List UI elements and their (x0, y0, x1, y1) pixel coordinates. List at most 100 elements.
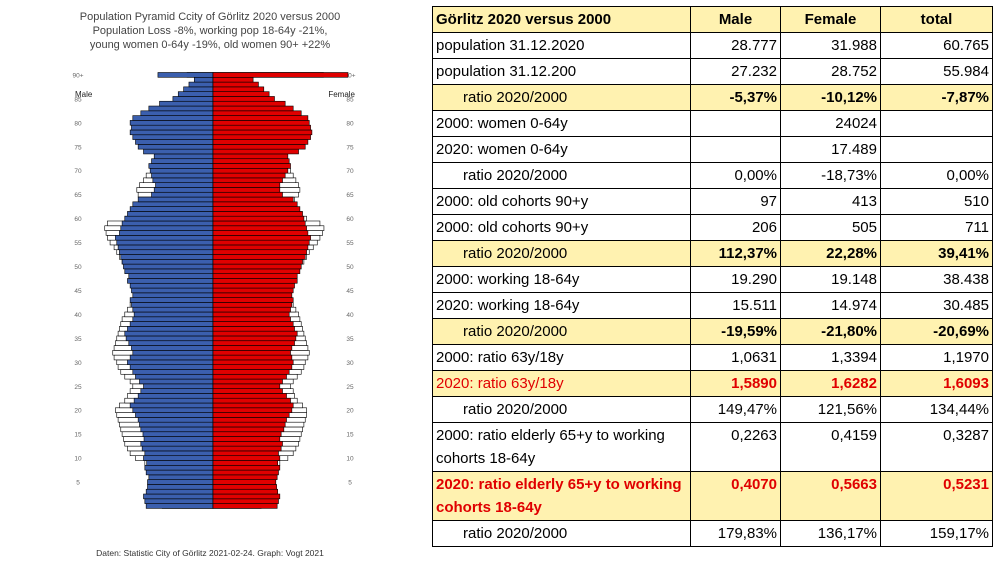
bar (212, 196, 294, 203)
number-cell: 206 (690, 214, 781, 241)
age-label: 35 (346, 336, 354, 343)
bar (212, 373, 287, 380)
bar (212, 393, 287, 399)
bar (212, 134, 311, 140)
bar (212, 369, 290, 375)
bar (212, 235, 311, 241)
number-cell: -7,87% (880, 84, 993, 111)
bar (212, 287, 294, 294)
bar (212, 397, 291, 404)
number-cell: 159,17% (880, 520, 993, 547)
number-cell: 0,4159 (780, 422, 881, 472)
bar (143, 383, 214, 389)
bar (212, 177, 283, 183)
table-row: 2000: ratio 63y/18y 1,0631 1,3394 1,1970 (432, 344, 993, 371)
bar (124, 215, 214, 222)
age-label: 80 (346, 120, 354, 127)
table-row: 2020: ratio 63y/18y 1,5890 1,6282 1,6093 (432, 370, 993, 397)
bar (139, 421, 214, 428)
bar (145, 488, 214, 495)
bar (212, 187, 281, 193)
age-label: 85 (74, 96, 82, 103)
bar (140, 388, 214, 394)
bar (212, 86, 265, 92)
bar (159, 100, 214, 107)
age-label: 10 (346, 456, 354, 463)
bar (127, 359, 214, 365)
header-cell: Female (780, 6, 881, 33)
table-row: ratio 2020/2000 149,47% 121,56% 134,44% (432, 396, 993, 423)
label-cell: ratio 2020/2000 (432, 520, 691, 547)
bar (212, 498, 279, 504)
number-cell: -10,12% (780, 84, 881, 111)
bar (127, 211, 214, 217)
table-row: population 31.12.200 27.232 28.752 55.984 (432, 58, 993, 85)
bar (212, 144, 306, 150)
table-row: ratio 2020/2000 -19,59% -21,80% -20,69% (432, 318, 993, 345)
bar (129, 402, 214, 409)
age-label: 25 (346, 384, 354, 391)
bar (183, 86, 214, 92)
table-row: 2000: ratio elderly 65+y to working coho… (432, 422, 993, 472)
number-cell: 28.752 (780, 58, 881, 85)
bar (212, 421, 286, 428)
bar (212, 407, 293, 413)
bar (132, 115, 214, 121)
bar (212, 359, 294, 365)
bar (133, 397, 214, 404)
bar (193, 76, 214, 83)
bar (135, 139, 214, 145)
bar (132, 350, 214, 356)
age-label: 10 (74, 456, 82, 463)
number-cell: 0,4070 (690, 471, 781, 521)
bar (144, 450, 214, 457)
label-cell: 2000: working 18-64y (432, 266, 691, 293)
bar (129, 129, 214, 136)
number-cell: 28.777 (690, 32, 781, 59)
chart-title: young women 0-64y -19%, old women 90+ +2… (90, 39, 331, 51)
number-cell: 97 (690, 188, 781, 215)
label-cell: ratio 2020/2000 (432, 84, 691, 111)
label-cell: ratio 2020/2000 (432, 396, 691, 423)
bar (212, 484, 277, 490)
number-cell: -5,37% (690, 84, 781, 111)
bar (132, 316, 214, 322)
number-cell: 413 (780, 188, 881, 215)
number-cell: -19,59% (690, 318, 781, 345)
bar (212, 96, 275, 102)
number-cell: 1,1970 (880, 344, 993, 371)
number-cell: 112,37% (690, 240, 781, 267)
bar (133, 311, 214, 318)
number-cell: 19.290 (690, 266, 781, 293)
chart-title: Population Pyramid Ccity of Görlitz 2020… (80, 11, 340, 23)
number-cell (690, 136, 781, 163)
bar (129, 282, 214, 289)
bar (148, 163, 214, 169)
age-label: 85 (346, 96, 354, 103)
bar (151, 191, 214, 198)
bar (212, 469, 279, 476)
bar (212, 417, 287, 423)
bar (212, 297, 294, 303)
bar (143, 493, 214, 500)
bar (212, 350, 291, 356)
bar (212, 172, 286, 179)
bar (212, 450, 279, 457)
age-label: 30 (74, 360, 82, 367)
bar (212, 120, 310, 126)
bar (212, 220, 306, 227)
bar (212, 239, 310, 246)
table-row: ratio 2020/2000 0,00% -18,73% 0,00% (432, 162, 993, 189)
bar (121, 259, 214, 265)
bar (132, 201, 214, 207)
bar (132, 407, 214, 413)
age-label: 75 (74, 144, 82, 151)
bar (212, 316, 291, 322)
table-row: 2000: working 18-64y 19.290 19.148 38.438 (432, 266, 993, 293)
bar (117, 244, 214, 251)
bar (212, 254, 306, 260)
bar (212, 191, 283, 198)
table-row: ratio 2020/2000 112,37% 22,28% 39,41% (432, 240, 993, 267)
age-label: 75 (346, 144, 354, 151)
label-cell: 2020: working 18-64y (432, 292, 691, 319)
